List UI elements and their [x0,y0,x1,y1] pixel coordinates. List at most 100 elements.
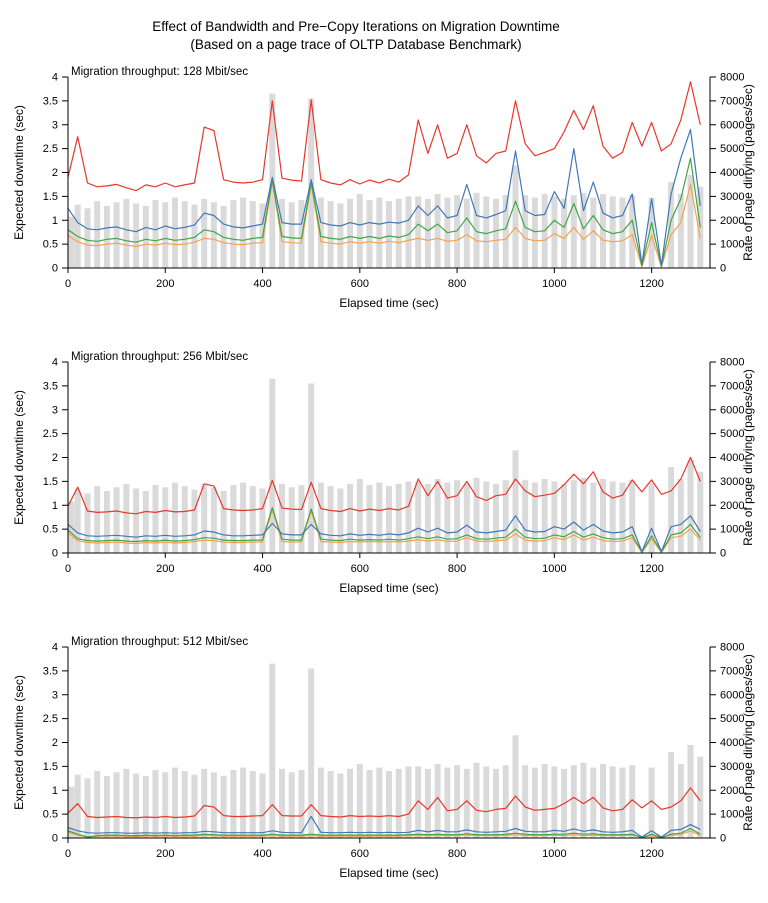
left-tick-label: 2 [52,452,58,464]
page-dirty-rate-bar [444,767,451,838]
x-tick-label: 800 [448,563,466,575]
page-dirty-rate-bar [483,766,490,838]
left-tick-label: 1 [52,785,58,797]
panel-1: 00.511.522.533.5401000200030004000500060… [12,66,755,310]
page-dirty-rate-bar [181,771,188,838]
x-tick-label: 400 [253,848,271,860]
page-dirty-rate-bar [366,485,373,553]
page-dirty-rate-bar [619,482,626,553]
right-tick-label: 0 [720,833,726,845]
right-tick-label: 5000 [720,143,744,155]
page-dirty-rate-bar [337,773,344,838]
page-dirty-rate-bar [113,772,120,838]
x-tick-label: 1000 [542,848,566,860]
page-dirty-rate-bar [629,480,636,553]
page-dirty-rate-bar [279,768,285,838]
page-dirty-rate-bar [240,482,247,553]
page-dirty-rate-bar [473,192,480,268]
page-dirty-rate-bar [677,479,684,553]
page-dirty-rate-bar [424,198,431,268]
page-dirty-rate-bar [590,197,597,268]
page-dirty-rate-bar [600,479,606,553]
page-dirty-rate-bar [356,194,363,268]
page-dirty-rate-bar [201,198,208,268]
page-dirty-rate-bar [230,770,237,838]
page-dirty-rate-bar [551,196,558,268]
right-tick-label: 5000 [720,713,744,725]
left-tick-label: 0.5 [43,524,58,536]
page-dirty-rate-bar [269,663,276,838]
left-tick-label: 1 [52,215,58,227]
page-dirty-rate-bar [463,483,470,553]
page-dirty-rate-bar [648,197,655,268]
page-dirty-rate-bar [502,480,509,553]
page-dirty-rate-bar [269,378,276,553]
page-dirty-rate-bar [454,480,461,553]
page-dirty-rate-bar [580,477,587,553]
page-dirty-rate-bar [405,196,412,268]
page-dirty-rate-bar [133,203,140,268]
right-tick-label: 2000 [720,215,744,227]
x-tick-label: 0 [65,563,71,575]
x-axis-title: Elapsed time (sec) [339,866,438,880]
page-dirty-rate-bar [590,767,597,838]
page-dirty-rate-bar [522,480,529,553]
page-dirty-rate-bar [249,201,256,268]
page-dirty-rate-bar [142,775,149,838]
page-dirty-rate-bar [317,197,324,268]
page-dirty-rate-bar [386,201,392,268]
page-dirty-rate-bar [240,197,247,268]
page-dirty-rate-bar [123,768,130,838]
page-dirty-rate-bar [405,766,412,838]
red-downtime-line [67,81,701,192]
x-tick-label: 0 [65,278,71,290]
page-dirty-rate-bar [668,467,675,553]
page-dirty-rate-bar [142,490,149,553]
page-dirty-rate-bar [210,202,217,268]
page-dirty-rate-bar [551,481,558,553]
page-dirty-rate-bar [483,481,490,553]
page-dirty-rate-bar [84,493,91,553]
x-tick-label: 800 [448,278,466,290]
page-dirty-rate-bar [298,485,305,553]
page-dirty-rate-bar [687,744,694,838]
page-dirty-rate-bar [259,488,266,553]
left-tick-label: 2.5 [43,713,58,725]
right-tick-label: 8000 [720,357,744,369]
page-dirty-rate-bar [152,770,159,838]
page-dirty-rate-bar [317,767,324,838]
page-dirty-rate-bar [142,205,149,268]
x-tick-label: 600 [351,278,369,290]
right-tick-label: 6000 [720,404,744,416]
page-dirty-rate-bar [201,768,208,838]
green-downtime-line [67,157,701,268]
chart-title-line2: (Based on a page trace of OLTP Database … [190,37,522,52]
page-dirty-rate-bar [405,481,412,553]
page-dirty-rate-bar [327,486,334,553]
page-dirty-rate-bar [210,487,217,553]
left-axis-title: Expected downtime (sec) [12,675,26,810]
page-dirty-rate-bar [191,204,198,268]
left-axis-title: Expected downtime (sec) [12,390,26,525]
blue-downtime-line [67,128,701,267]
left-tick-label: 1 [52,500,58,512]
blue-downtime-line [67,815,701,838]
page-dirty-rate-bar [240,767,247,838]
panel-label: Migration throughput: 256 Mbit/sec [71,351,248,363]
right-tick-label: 3000 [720,191,744,203]
page-dirty-rate-bar [687,174,694,268]
page-dirty-rate-bar [502,195,509,268]
page-dirty-rate-bar [454,765,461,838]
orange-downtime-line [67,181,701,268]
page-dirty-rate-bar [687,459,694,553]
page-dirty-rate-bar [619,767,626,838]
x-axis-title: Elapsed time (sec) [339,296,438,310]
page-dirty-rate-bar [84,778,91,838]
page-dirty-rate-bar [103,490,110,553]
page-dirty-rate-bar [327,771,334,838]
right-axis-title: Rate of page dirtying (pages/sec) [741,369,755,546]
page-dirty-rate-bar [94,201,101,268]
page-dirty-rate-bar [561,198,568,268]
left-tick-label: 2 [52,737,58,749]
